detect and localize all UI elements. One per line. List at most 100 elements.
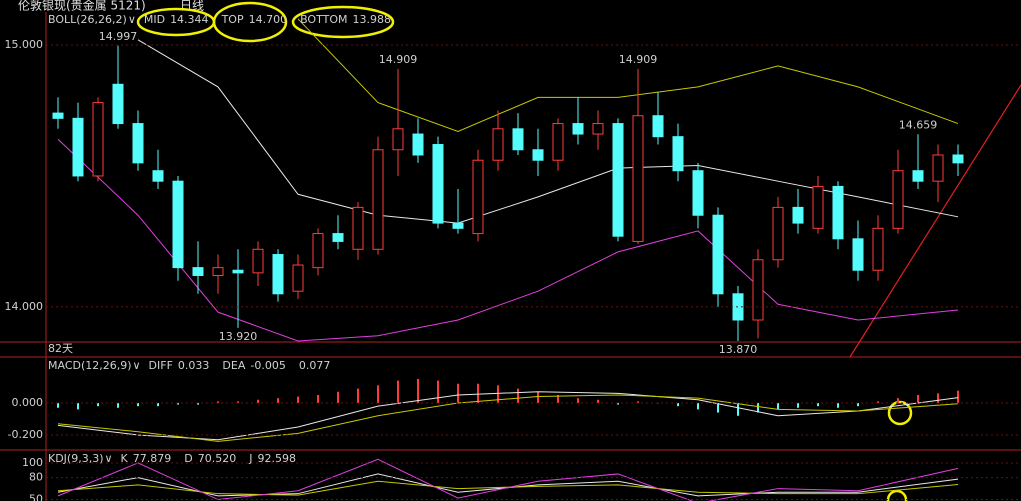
- candle-body: [952, 154, 964, 164]
- price-annotation: 14.997: [99, 30, 138, 43]
- macd-bar: [777, 402, 779, 410]
- macd-bar: [657, 402, 659, 404]
- plot-area: [57, 378, 959, 442]
- candle-body: [292, 264, 304, 292]
- legend-text: 77.879: [133, 452, 172, 465]
- highlight-ellipse: [291, 5, 395, 39]
- macd-bar: [217, 401, 219, 403]
- plot-area: [57, 458, 959, 501]
- candle-body: [732, 293, 744, 321]
- macd-bar: [897, 398, 899, 403]
- macd-bar: [157, 402, 159, 407]
- macd-bar: [357, 388, 359, 403]
- y-tick-label: 14.000: [5, 300, 44, 313]
- candle-body: [52, 112, 64, 119]
- legend-text: 70.520: [198, 452, 237, 465]
- macd-bar: [857, 402, 859, 407]
- legend-text: KDJ(9,3,3): [48, 452, 104, 465]
- candle-body: [172, 180, 184, 269]
- macd-bar: [557, 394, 559, 403]
- indicator-line: [57, 480, 959, 496]
- candle-body: [312, 233, 324, 269]
- legend-text: DEA: [222, 359, 245, 372]
- dropdown-icon: ∨: [128, 13, 136, 26]
- macd-bar: [817, 402, 819, 407]
- candle-body: [272, 254, 284, 295]
- legend-text: 14.344: [170, 13, 209, 26]
- legend-text: J: [248, 452, 252, 465]
- indicator-line: [57, 473, 959, 497]
- legend-text: 0.077: [299, 359, 331, 372]
- candle-body: [652, 115, 664, 138]
- macd-bar: [317, 394, 319, 403]
- candle-body: [552, 123, 564, 161]
- macd-bar: [457, 383, 459, 403]
- dropdown-icon: ∨: [105, 452, 113, 465]
- candle-body: [112, 83, 124, 125]
- candle-body: [792, 206, 804, 224]
- macd-bar: [497, 385, 499, 403]
- candle-body: [412, 133, 424, 156]
- candle-body: [912, 170, 924, 182]
- legend-text: K: [121, 452, 129, 465]
- macd-bar: [837, 402, 839, 408]
- candle-body: [352, 206, 364, 250]
- macd-bar: [537, 391, 539, 403]
- price-annotation: 14.659: [899, 118, 938, 131]
- candle-body: [572, 123, 584, 135]
- legend-text: DIFF: [149, 359, 173, 372]
- candle-body: [692, 170, 704, 216]
- y-tick-label: 0.000: [12, 396, 44, 409]
- macd-bar: [477, 383, 479, 403]
- legend-text: -0.005: [250, 359, 285, 372]
- macd-bar: [517, 388, 519, 403]
- macd-bar: [77, 402, 79, 410]
- macd-bar: [177, 402, 179, 405]
- candle-body: [452, 222, 464, 229]
- candle-body: [612, 123, 624, 237]
- indicator-line: [137, 39, 959, 224]
- candle-body: [432, 144, 444, 224]
- symbol-title: 伦敦银现(贵金属 5121): [18, 0, 146, 13]
- macd-bar: [437, 380, 439, 403]
- legend-text: BOLL(26,26,2): [48, 13, 127, 26]
- candle-body: [932, 154, 944, 182]
- macd-bar: [797, 402, 799, 408]
- y-tick-label: 15.000: [5, 38, 44, 51]
- macd-bar: [237, 401, 239, 403]
- candle-body: [492, 128, 504, 161]
- legend-text: BOTTOM: [300, 13, 347, 26]
- candle-body: [772, 206, 784, 261]
- legend-text: TOP: [221, 13, 244, 26]
- candle-body: [872, 227, 884, 271]
- legend-text: 14.700: [249, 13, 288, 26]
- y-tick-label: 50: [29, 493, 43, 501]
- indicator-line: [57, 458, 959, 501]
- plot-area: [52, 18, 964, 342]
- macd-bar: [677, 402, 679, 407]
- candle-body: [892, 170, 904, 229]
- legend-text: 92.598: [257, 452, 296, 465]
- macd-bar: [57, 402, 59, 408]
- y-tick-label: 80: [29, 471, 43, 484]
- price-annotation: 14.909: [379, 53, 418, 66]
- macd-bar: [757, 402, 759, 413]
- macd-bar: [577, 398, 579, 403]
- candle-body: [152, 170, 164, 182]
- macd-bar: [917, 394, 919, 403]
- macd-bar: [697, 402, 699, 410]
- macd-bar: [277, 398, 279, 403]
- macd-bar: [877, 401, 879, 403]
- macd-bar: [737, 402, 739, 416]
- macd-bar: [117, 402, 119, 408]
- macd-bar: [257, 399, 259, 403]
- legend-text: 13.988: [352, 13, 391, 26]
- candle-body: [672, 136, 684, 172]
- macd-bar: [97, 402, 99, 407]
- candle-body: [852, 238, 864, 271]
- macd-bar: [937, 393, 939, 403]
- candle-body: [712, 214, 724, 295]
